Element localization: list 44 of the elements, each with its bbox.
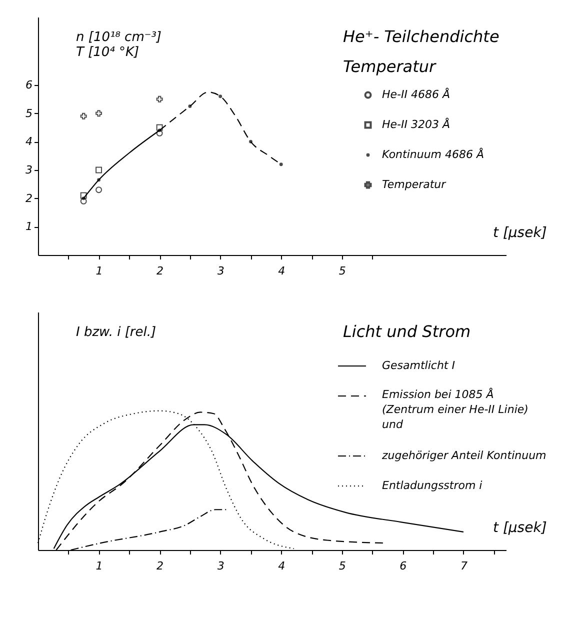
legend-label: Temperatur [382, 178, 448, 191]
x-tick-label: 1 [96, 560, 103, 572]
point [96, 186, 102, 194]
point [80, 192, 87, 199]
x-axis-title: t [μsek] [493, 520, 547, 536]
legend-label: Emission bei 1085 Å (Zentrum einer He-II Linie) und [382, 387, 528, 431]
point [96, 166, 102, 174]
chart-title: Licht und Strom [343, 322, 471, 341]
legend-label: He-II 4686 Å [382, 87, 450, 101]
x-tick-label: 6 [400, 560, 407, 572]
x-tick-label: 2 [156, 264, 164, 278]
x-tick-label: 4 [278, 560, 286, 572]
legend-label: Entladungsstrom i [382, 479, 482, 492]
x-tick-label: 2 [156, 560, 164, 572]
point [156, 96, 163, 102]
legend-label: He-II 3203 Å [382, 117, 450, 131]
y-tick-label: 6 [26, 78, 32, 92]
point [279, 162, 283, 166]
point [156, 124, 163, 131]
point [80, 198, 87, 204]
x-tick-label: 1 [96, 264, 103, 278]
legend-label: Kontinuum 4686 Å [382, 147, 484, 161]
x-tick-label: 3 [217, 264, 224, 278]
legend-label: zugehöriger Anteil Kontinuum [381, 449, 546, 462]
text: Temperatur [343, 57, 438, 76]
x-tick-label: 5 [338, 264, 346, 278]
point [96, 110, 102, 117]
x-tick-label: 4 [278, 264, 286, 278]
y-tick-label: 4 [26, 135, 32, 148]
y-tick-label: 3 [26, 164, 32, 176]
legend-label: Gesamtlicht I [382, 359, 455, 372]
x-axis-title: t [μsek] [493, 225, 547, 241]
point [80, 112, 87, 120]
text: He⁺- Teilchendichte [343, 27, 500, 46]
y-tick-label: 1 [26, 220, 32, 234]
point [218, 94, 222, 98]
x-tick-label: 3 [217, 560, 224, 572]
x-tick-label: 7 [460, 560, 468, 572]
y-axis-title: n [10¹⁸ cm⁻³] T [10⁴ °K] [76, 30, 162, 60]
y-tick-label: 2 [26, 192, 32, 205]
y-tick-label: 5 [26, 106, 32, 120]
point [156, 130, 163, 136]
y-axis-title: I bzw. i [rel.] [76, 325, 156, 340]
x-tick-label: 5 [338, 560, 346, 572]
